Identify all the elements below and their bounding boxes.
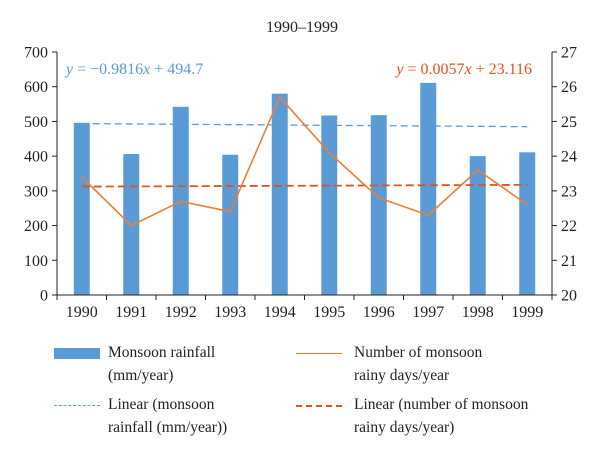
rainfall-bar: [370, 115, 387, 296]
rainfall-bar: [420, 82, 437, 295]
y-left-tick-label: 700: [24, 45, 48, 62]
x-tick-label: 1993: [214, 304, 246, 321]
x-tick-label: 1998: [462, 304, 494, 321]
y-right-tick-label: 25: [561, 114, 577, 131]
x-tick-label: 1999: [511, 304, 543, 321]
y-right-tick-label: 20: [561, 288, 577, 305]
y-left-tick-label: 400: [24, 149, 48, 166]
rainfall-bars: [73, 82, 536, 296]
x-tick-label: 1991: [115, 304, 147, 321]
rainfall-bar: [222, 154, 239, 295]
trend-equation-rainy-days: y = 0.0057x + 23.116: [394, 61, 532, 78]
trend-lines: [81, 122, 528, 188]
x-tick-label: 1997: [412, 304, 444, 321]
y-right-tick-label: 21: [561, 253, 577, 270]
y-left-tick-label: 100: [24, 253, 48, 270]
x-tick-label: 1992: [165, 304, 197, 321]
x-axis: 1990 1991 1992 1993 1994 1995 1996 1997 1998 1999: [56, 294, 553, 321]
y-left-tick-label: 0: [40, 288, 48, 305]
rainfall-bar: [73, 122, 90, 296]
rainfall-bar: [271, 93, 288, 296]
y-left-tick-label: 200: [24, 218, 48, 235]
rainfall-bar: [469, 156, 486, 295]
y-right-tick-label: 24: [561, 149, 577, 166]
y-axis-left: 0 100 200 300 400 500 600 700: [24, 45, 58, 305]
rainfall-bar: [321, 115, 338, 295]
y-right-tick-label: 22: [561, 218, 577, 235]
y-left-tick-label: 500: [24, 114, 48, 131]
y-right-tick-label: 27: [561, 45, 577, 62]
trend-line-rainy-days: [81, 183, 528, 188]
x-tick-label: 1996: [363, 304, 395, 321]
x-tick-label: 1994: [264, 304, 296, 321]
trend-equation-rainfall: y = −0.9816x + 494.7: [64, 61, 203, 78]
rainfall-bar: [519, 152, 536, 295]
rainy-days-line: [81, 95, 528, 227]
chart-title: 1990–1999: [266, 19, 338, 36]
y-left-tick-label: 300: [24, 183, 48, 200]
trend-equations: y = −0.9816x + 494.7 y = 0.0057x + 23.116: [64, 61, 532, 78]
y-left-tick-label: 600: [24, 79, 48, 96]
x-tick-label: 1990: [66, 304, 98, 321]
y-axis-right: 20 21 22 23 24 25 26 27: [551, 45, 577, 305]
x-tick-label: 1995: [313, 304, 345, 321]
y-right-tick-label: 23: [561, 183, 577, 200]
y-right-tick-label: 26: [561, 79, 577, 96]
